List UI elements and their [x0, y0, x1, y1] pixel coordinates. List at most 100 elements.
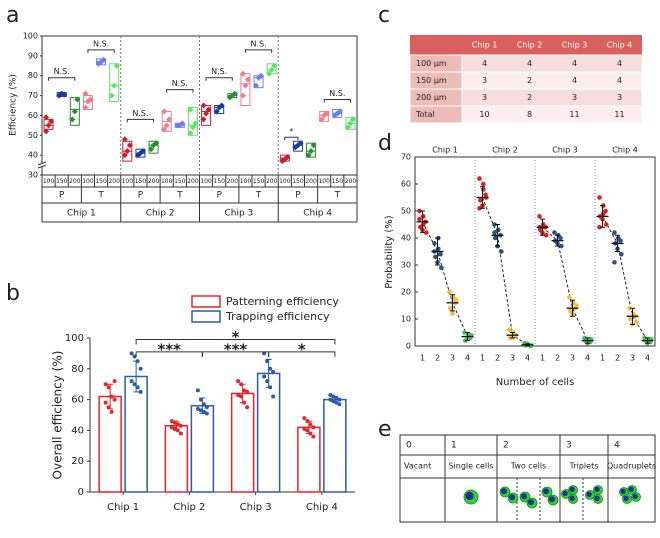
- data-point: [439, 265, 444, 271]
- table-cell: 4: [527, 59, 532, 68]
- table-row: [461, 54, 643, 73]
- size-label: 200: [187, 178, 199, 185]
- mode-label: T: [255, 191, 262, 201]
- data-point: [311, 434, 316, 439]
- cell-bead: [632, 493, 638, 500]
- data-point: [265, 359, 270, 364]
- data-point: [111, 82, 118, 89]
- data-point: [201, 402, 206, 407]
- x-tick-label: 2: [615, 354, 620, 363]
- data-point: [113, 62, 120, 69]
- data-point: [135, 385, 140, 390]
- mode-label: T: [176, 191, 183, 201]
- data-point: [135, 359, 140, 364]
- panel-label: d: [378, 131, 392, 156]
- data-point: [308, 148, 315, 155]
- x-tick-label: 1: [480, 354, 485, 363]
- data-point: [213, 108, 220, 115]
- data-point: [308, 431, 313, 436]
- box: [148, 140, 159, 154]
- data-point: [239, 382, 244, 387]
- significance-bracket: [268, 351, 336, 357]
- size-label: 150: [213, 178, 225, 185]
- size-label: 150: [253, 178, 265, 185]
- sd-bar: [630, 307, 635, 325]
- data-point: [218, 102, 225, 109]
- x-tick-label: 4: [585, 354, 590, 363]
- table-header-cell: Chip 4: [607, 41, 633, 50]
- data-point: [302, 416, 307, 421]
- data-point: [201, 409, 206, 414]
- sd-bar: [510, 332, 515, 339]
- mode-label: T: [97, 191, 104, 201]
- y-tick-label: 40: [28, 151, 38, 160]
- panel-title: Chip 4: [612, 146, 638, 155]
- mode-label: P: [59, 191, 65, 201]
- data-point: [310, 142, 317, 149]
- data-point: [417, 208, 422, 214]
- chip-label: Chip 1: [67, 209, 96, 219]
- box: [319, 110, 330, 122]
- significance-bracket: [205, 77, 233, 81]
- data-point: [43, 128, 50, 135]
- table-cell: 11: [569, 110, 579, 119]
- data-point: [433, 254, 438, 260]
- bar: [256, 372, 281, 493]
- chip-label: Chip 2: [146, 209, 175, 219]
- data-point: [172, 420, 177, 425]
- table-cell: 3: [572, 93, 577, 102]
- mean-trend-line: [602, 216, 648, 341]
- data-point: [612, 260, 617, 265]
- table-row-label: 200 μm: [416, 93, 447, 102]
- y-tick-label: 20: [401, 288, 411, 297]
- data-point: [178, 431, 183, 436]
- table-cell: 3: [482, 93, 487, 102]
- data-point: [619, 251, 624, 257]
- data-point: [253, 82, 260, 89]
- size-label: 100: [82, 178, 94, 185]
- data-point: [48, 118, 55, 125]
- y-tick-label: 0: [78, 487, 84, 498]
- bar: [190, 405, 215, 493]
- sd-bar: [450, 294, 455, 312]
- size-label: 100: [43, 178, 55, 185]
- data-point: [200, 102, 207, 109]
- significance-label: ***: [224, 340, 248, 358]
- legend-label: Trapping efficiency: [225, 310, 330, 323]
- panel-title: Chip 1: [432, 146, 458, 155]
- data-point: [87, 96, 94, 103]
- data-point: [481, 181, 486, 187]
- significance-label: N.S.: [172, 79, 188, 88]
- data-point: [492, 222, 497, 227]
- panel-label: a: [6, 3, 19, 28]
- cell-bead: [594, 486, 600, 493]
- data-point: [601, 211, 606, 216]
- data-point: [45, 122, 52, 129]
- y-tick-label: 60: [401, 180, 411, 189]
- data-point: [112, 397, 117, 402]
- data-point: [108, 92, 115, 99]
- size-label: 200: [227, 178, 239, 185]
- table-cell: 4: [617, 76, 622, 85]
- data-point: [262, 351, 267, 356]
- data-point: [438, 251, 443, 257]
- table-row-label: 150 μm: [416, 76, 447, 85]
- size-label: 150: [292, 178, 304, 185]
- diagram-number: 4: [614, 441, 620, 451]
- data-point: [265, 379, 270, 384]
- cell-bead: [620, 488, 626, 495]
- significance-label: N.S.: [54, 67, 70, 76]
- y-axis-label: Efficiency (%): [9, 74, 19, 136]
- y-tick-label: 20: [71, 456, 84, 467]
- data-point: [634, 319, 639, 325]
- diagram-label: Quadruplets: [607, 462, 656, 471]
- data-point: [284, 154, 291, 161]
- mode-label: P: [138, 191, 144, 201]
- legend-swatch: [191, 310, 221, 323]
- data-point: [349, 116, 356, 123]
- data-point: [106, 405, 111, 410]
- data-point: [628, 316, 633, 322]
- data-point: [103, 382, 108, 387]
- significance-label: *: [289, 127, 293, 136]
- data-point: [347, 120, 354, 127]
